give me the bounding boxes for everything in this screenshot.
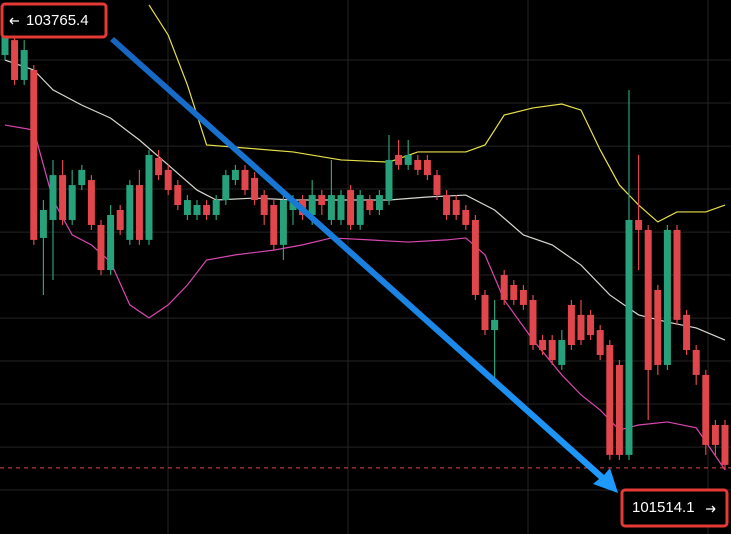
candle-body <box>558 340 566 365</box>
candle-body <box>59 175 67 220</box>
candle-body <box>241 169 249 191</box>
candle-body <box>68 185 76 220</box>
candle-body <box>625 219 633 455</box>
candle-body <box>452 200 460 215</box>
candle-body <box>145 154 153 240</box>
candle-body <box>385 159 393 201</box>
candles <box>1 20 729 470</box>
candle-body <box>433 175 441 196</box>
candle-body <box>529 299 537 346</box>
candle-body <box>87 180 95 225</box>
candle-body <box>548 340 556 360</box>
candle-body <box>289 200 297 211</box>
candle-body <box>606 345 614 455</box>
candle-body <box>183 200 191 215</box>
candle-body <box>231 169 239 181</box>
candle-body <box>587 314 595 336</box>
candle-body <box>155 157 163 176</box>
candle-body <box>327 195 335 220</box>
candle-body <box>577 314 585 341</box>
candle-body <box>481 294 489 331</box>
candle-body <box>251 177 259 201</box>
candle-body <box>663 229 671 365</box>
candle-body <box>702 374 710 445</box>
candle-body <box>356 195 364 225</box>
candle-body <box>404 154 412 165</box>
candle-body <box>337 195 345 220</box>
candle-body <box>135 185 143 240</box>
candle-body <box>107 214 115 271</box>
low-marker: 101514.1 <box>620 488 729 528</box>
low-label: 101514.1 <box>632 499 695 516</box>
candle-body <box>260 195 268 215</box>
candle-body <box>683 314 691 351</box>
candle-body <box>212 200 220 215</box>
candle-body <box>78 169 86 186</box>
candle-body <box>414 159 422 170</box>
candle-body <box>1 30 9 56</box>
candle-body <box>539 340 547 351</box>
candle-body <box>711 424 719 445</box>
candle-body <box>491 319 499 331</box>
candle-body <box>635 219 643 230</box>
candle-body <box>644 229 652 370</box>
candle-body <box>500 275 508 300</box>
candle-body <box>11 40 19 80</box>
candle-body <box>462 210 470 225</box>
candle-body <box>615 364 623 455</box>
trend-arrow <box>110 37 618 493</box>
candle-body <box>308 195 316 215</box>
candle-body <box>375 195 383 211</box>
high-label: 103765.4 <box>26 12 89 29</box>
high-marker: 103765.4 <box>0 2 108 39</box>
candle-body <box>366 200 374 211</box>
candle-body <box>721 424 729 465</box>
marker-box <box>620 488 729 528</box>
candle-body <box>395 154 403 165</box>
band-line <box>148 4 726 223</box>
marker-box <box>0 2 108 39</box>
marker-arrow <box>706 505 716 513</box>
candle-body <box>423 159 431 176</box>
candle-body <box>49 175 57 220</box>
candle-body <box>654 289 662 365</box>
candle-body <box>596 330 604 355</box>
candle-body <box>203 205 211 215</box>
candle-body <box>30 70 38 240</box>
marker-arrow <box>9 17 19 25</box>
candle-body <box>270 205 278 245</box>
candle-body <box>116 210 124 230</box>
candle-body <box>164 169 172 191</box>
candle-body <box>443 195 451 215</box>
candle-body <box>519 289 527 305</box>
candle-body <box>673 229 681 320</box>
candle-body <box>126 185 134 240</box>
candle-body <box>174 185 182 206</box>
candle-body <box>97 224 105 271</box>
candle-body <box>471 219 479 295</box>
candle-body <box>39 210 47 238</box>
candle-body <box>347 190 355 225</box>
candle-body <box>193 205 201 215</box>
candle-body <box>510 284 518 300</box>
candle-body <box>20 50 28 80</box>
candle-body <box>279 200 287 245</box>
candle-body <box>567 304 575 346</box>
candle-body <box>692 350 700 375</box>
candle-body <box>318 195 326 206</box>
candle-body <box>222 175 230 201</box>
band-line <box>4 59 726 341</box>
